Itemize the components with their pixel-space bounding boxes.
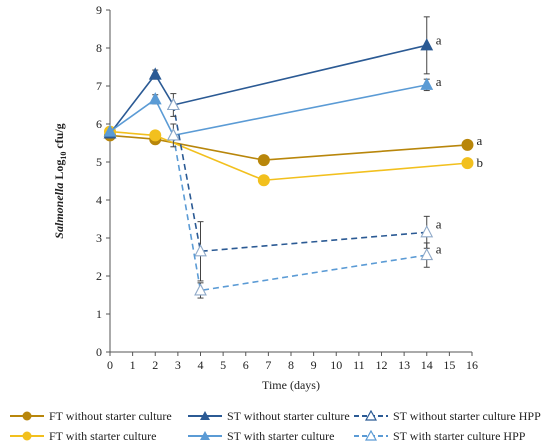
- data-point: [257, 174, 270, 187]
- legend-item-ft-with: FT with starter culture: [8, 428, 156, 444]
- y-axis-title: Salmonella Log10 cfu/g: [52, 123, 68, 238]
- data-point: [461, 138, 474, 151]
- y-tick-label: 2: [96, 269, 102, 283]
- series-line: [109, 44, 427, 134]
- x-tick-label: 4: [198, 358, 204, 372]
- legend-swatch-ft-with: [10, 431, 44, 441]
- y-tick-label: 9: [96, 3, 102, 17]
- legend-swatch-st-without-hpp: [354, 410, 388, 421]
- data-point: [148, 67, 162, 80]
- legend-item-st-without-hpp: ST without starter culture HPP: [352, 408, 541, 424]
- significance-label: a: [436, 74, 442, 89]
- significance-label: a: [477, 133, 483, 148]
- data-point: [148, 92, 162, 105]
- y-tick-label: 0: [96, 345, 102, 359]
- data-point: [420, 247, 434, 261]
- x-tick-label: 3: [175, 358, 181, 372]
- x-tick-label: 12: [376, 358, 388, 372]
- data-point: [149, 129, 162, 142]
- x-tick-label: 16: [466, 358, 478, 372]
- significance-label: a: [436, 217, 442, 232]
- legend-label: FT without starter culture: [49, 408, 172, 423]
- y-tick-label: 1: [96, 307, 102, 321]
- y-tick-label: 3: [96, 231, 102, 245]
- x-tick-label: 7: [265, 358, 271, 372]
- x-tick-label: 6: [243, 358, 249, 372]
- legend-item-st-with-hpp: ST with starter culture HPP: [352, 428, 525, 444]
- series-line: [109, 134, 468, 161]
- series-2: [103, 16, 434, 139]
- significance-label: b: [477, 155, 484, 170]
- series-line: [172, 104, 427, 253]
- data-point: [420, 38, 434, 51]
- data-point: [194, 244, 207, 257]
- data-point: [420, 77, 434, 90]
- y-tick-label: 4: [96, 193, 102, 207]
- significance-label: a: [436, 241, 442, 256]
- series-layer: [103, 16, 474, 299]
- x-tick-label: 0: [107, 358, 113, 372]
- data-point: [166, 128, 180, 141]
- x-tick-label: 14: [421, 358, 433, 372]
- legend-label: FT with starter culture: [49, 428, 157, 443]
- data-point: [461, 157, 474, 170]
- x-tick-label: 8: [288, 358, 294, 372]
- data-point: [420, 225, 434, 238]
- legend-label: ST without starter culture HPP: [393, 408, 541, 423]
- legend-label: ST without starter culture: [227, 408, 350, 423]
- legend-label: ST with starter culture: [227, 428, 335, 443]
- series-4: [166, 93, 434, 282]
- x-tick-label: 1: [130, 358, 136, 372]
- legend: FT without starter culture ST without st…: [0, 405, 550, 447]
- legend-swatch-ft-without: [10, 411, 44, 421]
- legend-swatch-st-with: [188, 431, 222, 440]
- legend-swatch-st-with-hpp: [354, 430, 388, 441]
- series-line: [109, 130, 468, 182]
- legend-item-ft-without: FT without starter culture: [8, 408, 172, 424]
- x-tick-label: 10: [330, 358, 342, 372]
- series-line: [172, 135, 427, 292]
- x-tick-label: 15: [443, 358, 455, 372]
- y-tick-label: 8: [96, 41, 102, 55]
- x-tick-label: 5: [220, 358, 226, 372]
- x-tick-label: 13: [398, 358, 410, 372]
- x-tick-label: 9: [311, 358, 317, 372]
- x-axis-title: Time (days): [262, 378, 320, 392]
- y-tick-label: 7: [96, 79, 102, 93]
- legend-item-st-with: ST with starter culture: [186, 428, 334, 444]
- series-line: [109, 84, 427, 137]
- significance-label: a: [436, 32, 442, 47]
- data-point: [103, 124, 117, 137]
- x-tick-label: 2: [152, 358, 158, 372]
- legend-swatch-st-without: [188, 411, 222, 420]
- data-point: [166, 97, 180, 111]
- data-point: [257, 154, 270, 167]
- y-tick-label: 5: [96, 155, 102, 169]
- x-tick-label: 11: [353, 358, 365, 372]
- legend-item-st-without: ST without starter culture: [186, 408, 350, 424]
- series-5: [166, 123, 434, 299]
- y-tick-label: 6: [96, 117, 102, 131]
- data-point: [194, 283, 207, 296]
- legend-label: ST with starter culture HPP: [393, 428, 526, 443]
- series-1: [104, 125, 474, 187]
